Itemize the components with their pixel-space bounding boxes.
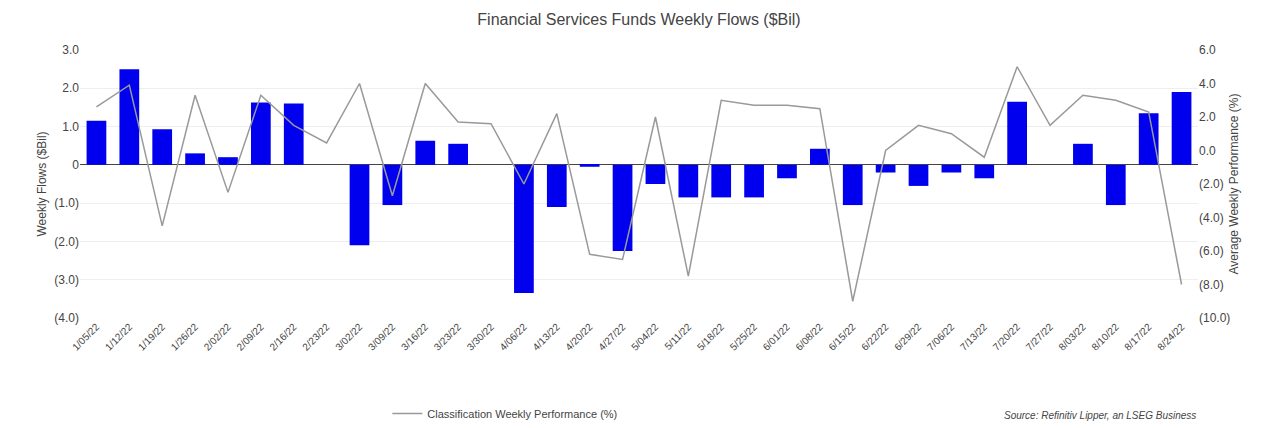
svg-text:Weekly Flows ($Bil): Weekly Flows ($Bil)	[35, 131, 49, 236]
svg-text:2/02/22: 2/02/22	[202, 321, 234, 353]
svg-text:(4.0): (4.0)	[1199, 211, 1224, 225]
svg-text:(8.0): (8.0)	[1199, 278, 1224, 292]
svg-text:1/12/22: 1/12/22	[103, 321, 135, 353]
svg-text:(2.0): (2.0)	[1199, 177, 1224, 191]
svg-text:(1.0): (1.0)	[54, 196, 79, 210]
svg-text:5/18/22: 5/18/22	[695, 321, 727, 353]
svg-text:2/23/22: 2/23/22	[300, 321, 332, 353]
svg-text:Average Weekly Performance (%): Average Weekly Performance (%)	[1227, 94, 1241, 275]
svg-text:0: 0	[72, 158, 79, 172]
svg-text:(10.0): (10.0)	[1199, 311, 1230, 325]
svg-text:6/15/22: 6/15/22	[826, 321, 858, 353]
svg-text:4/20/22: 4/20/22	[563, 321, 595, 353]
svg-text:3/23/22: 3/23/22	[432, 321, 464, 353]
svg-text:3/09/22: 3/09/22	[366, 321, 398, 353]
svg-text:Source: Refinitiv Lipper, an L: Source: Refinitiv Lipper, an LSEG Busine…	[1004, 410, 1196, 421]
svg-text:5/04/22: 5/04/22	[629, 321, 661, 353]
svg-text:4/06/22: 4/06/22	[497, 321, 529, 353]
svg-text:7/20/22: 7/20/22	[991, 321, 1023, 353]
svg-text:1.0: 1.0	[62, 120, 79, 134]
svg-text:2.0: 2.0	[62, 81, 79, 95]
svg-text:(3.0): (3.0)	[54, 273, 79, 287]
svg-text:2/16/22: 2/16/22	[267, 321, 299, 353]
svg-text:6/01/22: 6/01/22	[761, 321, 793, 353]
svg-text:2/09/22: 2/09/22	[234, 321, 266, 353]
svg-text:3.0: 3.0	[62, 43, 79, 57]
svg-text:6/22/22: 6/22/22	[859, 321, 891, 353]
svg-text:Financial Services Funds Weekl: Financial Services Funds Weekly Flows ($…	[477, 11, 800, 28]
svg-text:8/10/22: 8/10/22	[1089, 321, 1121, 353]
svg-text:8/24/22: 8/24/22	[1155, 321, 1187, 353]
svg-text:7/27/22: 7/27/22	[1024, 321, 1056, 353]
svg-text:3/16/22: 3/16/22	[399, 321, 431, 353]
svg-text:5/11/22: 5/11/22	[662, 321, 693, 352]
svg-text:7/13/22: 7/13/22	[958, 321, 990, 353]
svg-text:3/30/22: 3/30/22	[465, 321, 497, 353]
svg-text:0.0: 0.0	[1199, 144, 1216, 158]
svg-text:6.0: 6.0	[1199, 43, 1216, 57]
svg-text:4.0: 4.0	[1199, 77, 1216, 91]
svg-text:(4.0): (4.0)	[54, 311, 79, 325]
svg-text:5/25/22: 5/25/22	[728, 321, 760, 353]
svg-text:Classification Weekly Performa: Classification Weekly Performance (%)	[427, 408, 617, 420]
svg-text:3/02/22: 3/02/22	[333, 321, 365, 353]
svg-text:6/29/22: 6/29/22	[892, 321, 924, 353]
svg-text:4/27/22: 4/27/22	[596, 321, 628, 353]
svg-text:4/13/22: 4/13/22	[530, 321, 562, 353]
svg-text:6/08/22: 6/08/22	[793, 321, 825, 353]
svg-text:1/26/22: 1/26/22	[169, 321, 201, 353]
svg-text:8/17/22: 8/17/22	[1122, 321, 1154, 353]
svg-text:2.0: 2.0	[1199, 110, 1216, 124]
svg-text:7/06/22: 7/06/22	[925, 321, 957, 353]
svg-text:8/03/22: 8/03/22	[1056, 321, 1088, 353]
svg-text:1/19/22: 1/19/22	[136, 321, 168, 353]
svg-text:1/05/22: 1/05/22	[70, 321, 102, 353]
svg-text:(2.0): (2.0)	[54, 235, 79, 249]
svg-text:(6.0): (6.0)	[1199, 244, 1224, 258]
